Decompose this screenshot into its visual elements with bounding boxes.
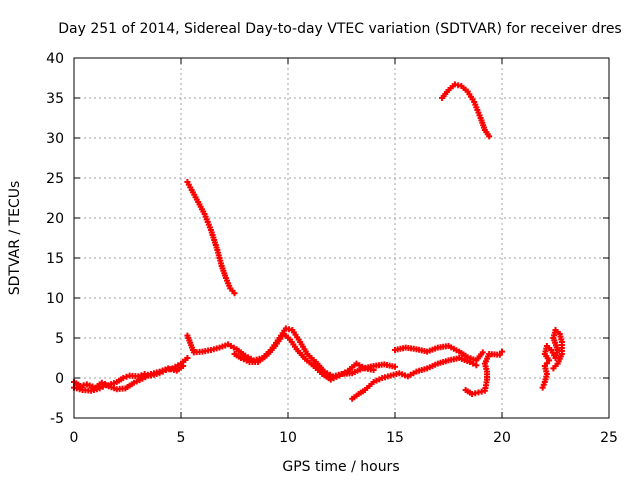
x-tick-label: 20	[493, 430, 511, 446]
chart-title: Day 251 of 2014, Sidereal Day-to-day VTE…	[58, 21, 621, 37]
data-point	[486, 133, 493, 140]
data-point	[99, 383, 106, 390]
series-arc-7	[392, 343, 486, 364]
data-marks	[71, 81, 565, 402]
y-tick-label: 5	[55, 331, 64, 347]
data-point	[231, 290, 238, 297]
series-arc-2	[71, 363, 187, 394]
plot-frame	[73, 57, 610, 419]
y-tick-label: 0	[55, 371, 64, 387]
y-tick-label: 40	[46, 51, 64, 67]
x-tick-label: 25	[600, 430, 618, 446]
x-axis-label: GPS time / hours	[282, 459, 399, 475]
grid	[74, 58, 609, 418]
data-point	[550, 365, 557, 372]
x-tick-label: 10	[279, 430, 297, 446]
data-point	[184, 355, 191, 361]
data-point	[370, 367, 377, 373]
data-point	[98, 379, 105, 386]
data-point	[499, 348, 505, 355]
series-arc-8	[439, 81, 493, 140]
data-point	[180, 363, 187, 369]
x-tick-label: 0	[70, 430, 79, 446]
y-tick-label: -5	[50, 411, 64, 427]
x-tick-label: 15	[386, 430, 404, 446]
series-arc-6	[349, 355, 480, 402]
y-tick-label: 10	[46, 291, 64, 307]
y-axis-label: SDTVAR / TECUs	[7, 181, 23, 296]
y-tick-label: 25	[46, 171, 64, 187]
data-point	[135, 373, 142, 380]
y-tick-label: 20	[46, 211, 64, 227]
series-arc-10	[539, 327, 565, 391]
series-arc-3	[184, 179, 238, 297]
data-point	[138, 372, 145, 379]
data-point	[496, 351, 503, 358]
y-tick-label: 35	[46, 91, 64, 107]
data-point	[120, 375, 127, 381]
series-arc-5	[231, 331, 377, 383]
data-point	[123, 373, 130, 380]
data-point	[479, 349, 486, 356]
data-point	[392, 363, 398, 370]
x-tick-label: 5	[177, 430, 186, 446]
data-point	[96, 385, 103, 392]
series-arc-9	[462, 348, 505, 397]
y-tick-label: 15	[46, 251, 64, 267]
y-tick-label: 30	[46, 131, 64, 147]
